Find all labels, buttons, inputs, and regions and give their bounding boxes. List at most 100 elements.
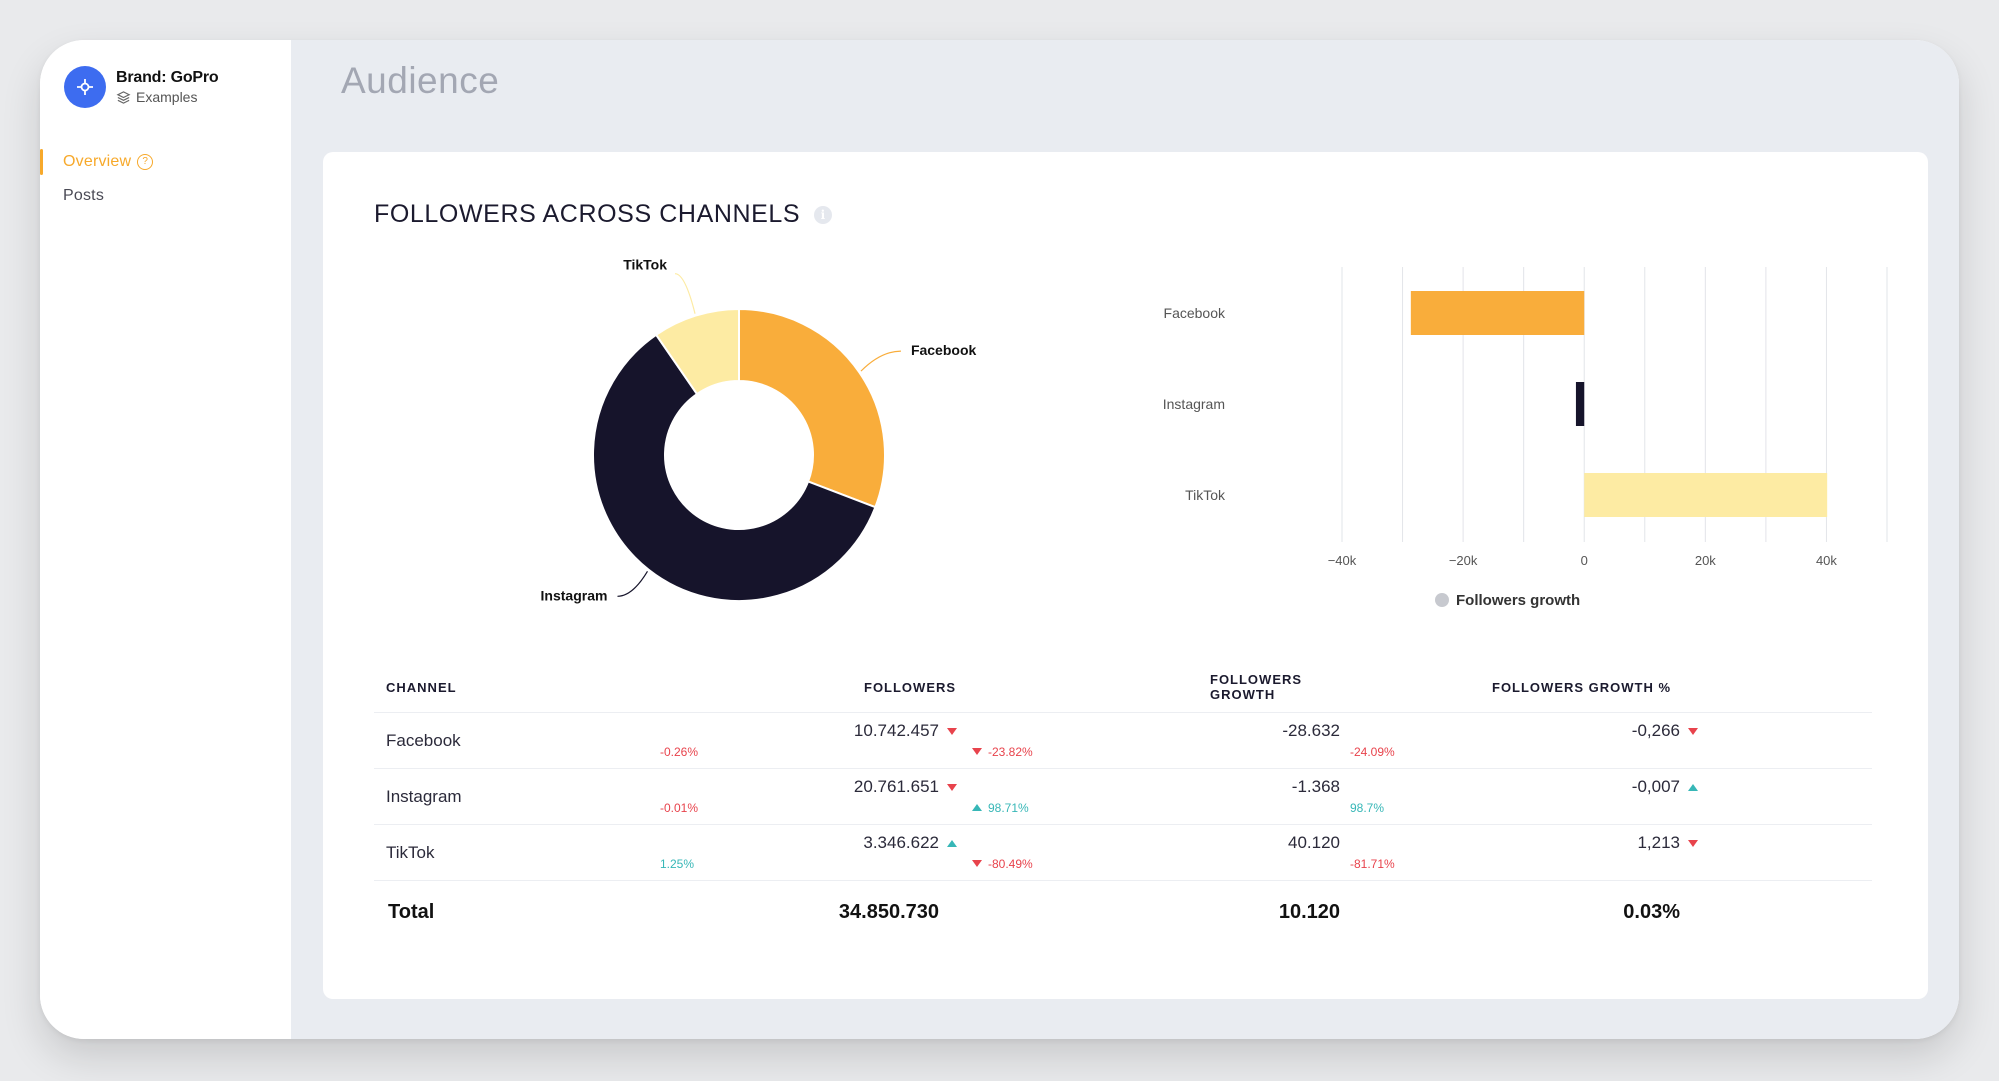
cell-growth: 40.120 -80.49% [964,824,1344,881]
workspace-name: Examples [136,89,198,105]
sidebar-item-posts[interactable]: Posts [40,179,291,213]
total-growth: 10.120 [1278,900,1340,923]
down-arrow-icon [947,727,957,735]
sidebar-item-overview[interactable]: Overview? [40,145,291,179]
cell-channel: Instagram [374,768,654,825]
growth-pct-value: -0,007 [1631,776,1680,796]
growth-pct-change: -24.09% [1350,744,1395,759]
donut-label: Facebook [911,342,977,358]
column-header-growth: FOLLOWERS GROWTH [1210,672,1303,702]
table-header-row: CHANNEL FOLLOWERS FOLLOWERS GROWTH FOLLO… [374,662,1872,713]
growth-value: -1.368 [1291,776,1340,796]
total-growth-cell: 10.120 [964,880,1344,943]
donut-slice-tiktok[interactable] [654,307,740,396]
followers-value: 20.761.651 [853,776,939,796]
followers-value: 10.742.457 [853,720,939,740]
growth-change: 98.71% [988,800,1029,815]
followers-card: FOLLOWERS ACROSS CHANNELS i Facebook Inst… [323,152,1928,999]
cell-channel: TikTok [374,824,654,881]
layers-icon [116,90,131,104]
growth-value: 40.120 [1288,832,1340,852]
table-row[interactable]: Facebook 10.742.457 -0.26% -28.632 -23.82%… [374,712,1872,769]
cell-channel: Facebook [374,712,654,769]
sidebar: Brand: GoPro Examples Overview? Posts [40,40,291,1039]
donut-label: Instagram [541,587,608,603]
info-icon[interactable]: i [814,205,833,224]
followers-value: 3.346.622 [863,832,939,852]
column-header-growth-pct: FOLLOWERS GROWTH % [1492,679,1672,695]
down-arrow-icon [1688,727,1698,735]
growth-pct-change: -81.71% [1350,856,1395,871]
down-arrow-icon [947,783,957,791]
total-label: Total [374,880,654,943]
section-title-text: FOLLOWERS ACROSS CHANNELS [374,200,801,228]
x-tick-label: −40k [1328,553,1357,568]
brand-switcher[interactable]: Brand: GoPro Examples [64,66,219,108]
cell-growth: -1.368 98.71% [964,768,1344,825]
growth-change: -80.49% [988,856,1033,871]
main-content: Audience FOLLOWERS ACROSS CHANNELS i Fac… [291,40,1959,1039]
up-arrow-icon [1688,783,1698,791]
app-window: Brand: GoPro Examples Overview? Posts [40,40,1959,1039]
workspace-label: Examples [116,89,219,105]
cell-followers: 20.761.651 -0.01% [654,768,964,825]
cell-growth-pct: -0,007 98.7% [1344,768,1724,825]
column-header-channel: CHANNEL [386,679,457,695]
growth-pct-value: 1,213 [1637,832,1680,852]
growth-value: -28.632 [1282,720,1340,740]
sidebar-item-label: Posts [63,187,105,204]
y-category-label: Facebook [1164,305,1226,321]
sidebar-item-label: Overview [63,153,132,170]
up-arrow-icon [947,839,957,847]
donut-leader-line [617,571,648,597]
followers-change: -0.26% [660,744,699,759]
bar-tiktok[interactable] [1584,473,1828,517]
help-icon[interactable]: ? [137,153,154,170]
table-row[interactable]: Instagram 20.761.651-0.01% -1.36898.71% … [374,768,1872,825]
growth-pct-value: -0,266 [1631,720,1680,740]
bar-facebook[interactable] [1410,291,1585,335]
down-arrow-icon [1688,839,1698,847]
cell-growth: -28.632 -23.82% [964,712,1344,769]
section-title: FOLLOWERS ACROSS CHANNELS i [374,200,833,229]
y-category-label: TikTok [1185,487,1226,503]
bar-instagram[interactable] [1575,382,1585,426]
x-tick-label: 20k [1695,553,1716,568]
column-header-followers: FOLLOWERS [864,679,957,695]
up-arrow-icon [972,803,982,811]
down-arrow-icon [972,859,982,867]
followers-donut-chart: Facebook Instagram TikTok [541,257,977,604]
cell-followers: 10.742.457 -0.26% [654,712,964,769]
followers-change: 1.25% [660,856,695,871]
donut-leader-line [674,273,696,314]
followers-change: -0.01% [660,800,699,815]
total-followers-cell: 34.850.730 [654,880,964,943]
followers-table: CHANNEL FOLLOWERS FOLLOWERS GROWTH FOLLO… [374,662,1872,943]
total-growth-pct: 0.03% [1623,900,1680,923]
brand-logo-icon [64,66,106,108]
total-followers: 34.850.730 [838,900,939,923]
x-tick-label: 40k [1816,553,1837,568]
growth-change: -23.82% [988,744,1033,759]
x-tick-label: 0 [1581,553,1588,568]
donut-label: TikTok [623,257,667,273]
table-total-row: Total 34.850.730 10.120 0.03% [374,880,1872,943]
brand-name: Brand: GoPro [116,69,219,86]
donut-leader-line [860,350,901,372]
table-row[interactable]: TikTok 3.346.622 1.25% 40.120 -80.49% 1,21… [374,824,1872,881]
x-tick-label: −20k [1449,553,1478,568]
donut-slice-instagram[interactable] [592,333,877,602]
y-category-label: Instagram [1163,396,1225,412]
legend-marker [1435,593,1449,607]
legend-label[interactable]: Followers growth [1456,592,1580,609]
page-title: Audience [341,60,500,101]
cell-growth-pct: -0,266 -24.09% [1344,712,1724,769]
cell-followers: 3.346.622 1.25% [654,824,964,881]
donut-slice-facebook[interactable] [738,307,886,509]
growth-pct-change: 98.7% [1350,800,1385,815]
followers-growth-bar-chart: −40k −20k 0 20k 40k Facebook Instagram TikTok Fo… [1163,267,1888,609]
cell-growth-pct: 1,213 -81.71% [1344,824,1724,881]
down-arrow-icon [972,747,982,755]
total-growth-pct-cell: 0.03% [1344,880,1724,943]
sidebar-nav: Overview? Posts [40,145,291,213]
